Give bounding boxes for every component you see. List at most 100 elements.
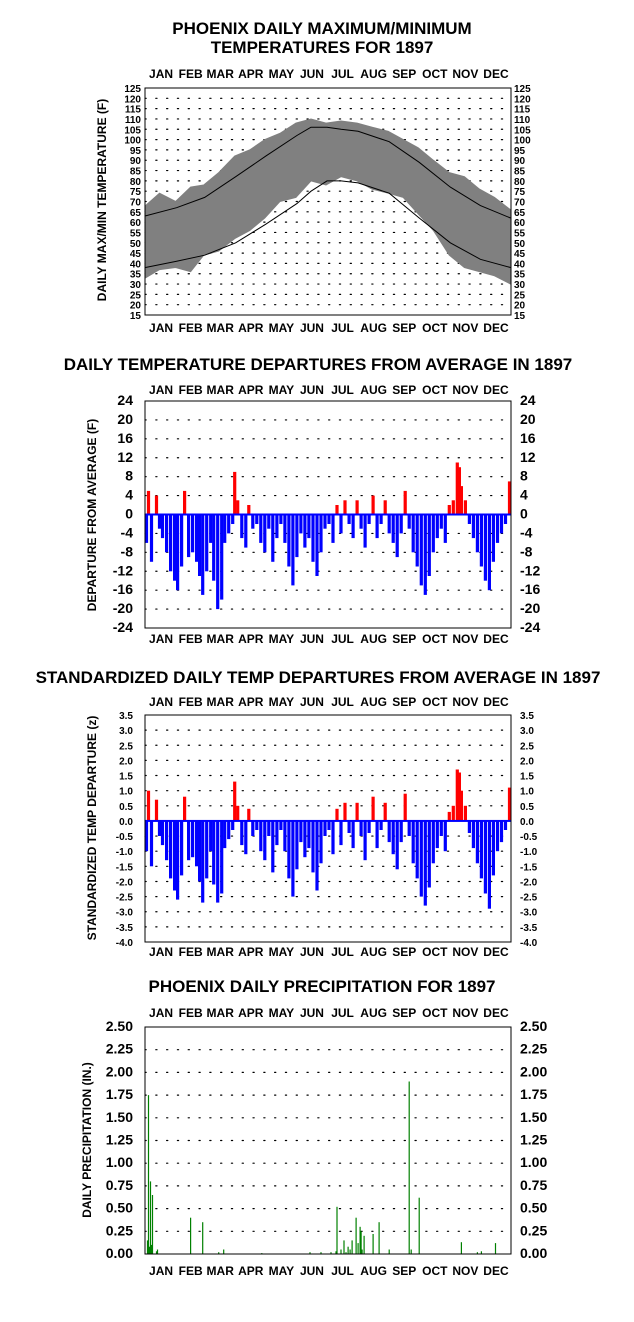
departure-bar bbox=[173, 820, 177, 891]
departure-bar bbox=[216, 820, 220, 903]
departure-bar bbox=[165, 820, 169, 861]
y-tick-label-left: 2.0 bbox=[119, 756, 133, 767]
y-tick-label-right: 1.0 bbox=[520, 787, 534, 798]
departure-bar bbox=[295, 820, 299, 870]
y-tick-label-left: 20 bbox=[117, 411, 133, 427]
y-tick-label-left: -8 bbox=[121, 543, 134, 559]
y-tick-label-left: 1.25 bbox=[106, 1132, 133, 1148]
maxmin-title-line2: TEMPERATURES FOR 1897 bbox=[211, 38, 434, 57]
departure-bar bbox=[259, 820, 263, 852]
y-tick-label-left: 2.00 bbox=[106, 1063, 133, 1079]
departure-bar bbox=[495, 514, 500, 543]
departure-bar bbox=[443, 820, 447, 852]
departure-bar bbox=[205, 820, 209, 879]
departure-bar bbox=[403, 490, 407, 515]
month-label-bottom: MAY bbox=[269, 321, 295, 335]
departure-bar bbox=[359, 514, 363, 529]
month-label-bottom: FEB bbox=[179, 321, 203, 335]
month-label-bottom: NOV bbox=[452, 321, 478, 335]
departure-bar bbox=[483, 820, 487, 894]
departure-bar bbox=[209, 514, 213, 543]
departure-bar bbox=[403, 793, 407, 821]
month-label-bottom: JUN bbox=[300, 632, 324, 646]
departure-bar bbox=[327, 514, 331, 524]
departure-bar bbox=[455, 769, 459, 821]
y-tick-label-right: -2.5 bbox=[520, 893, 538, 904]
month-label-top: JUL bbox=[331, 695, 354, 709]
y-tick-label-left: 0.00 bbox=[106, 1245, 133, 1261]
departure-bar bbox=[236, 500, 240, 515]
month-label-top: OCT bbox=[422, 383, 448, 397]
y-tick-label-right: -3.5 bbox=[520, 923, 538, 934]
departure-bar bbox=[295, 514, 299, 558]
normal-min-line bbox=[145, 180, 511, 268]
month-label-bottom: FEB bbox=[179, 632, 203, 646]
departure-bar bbox=[299, 820, 303, 843]
departure-bar bbox=[447, 505, 451, 515]
departure-bar bbox=[499, 514, 504, 534]
month-label-bottom: JUN bbox=[300, 945, 324, 959]
y-tick-label-left: 55 bbox=[130, 228, 142, 239]
month-label-top: SEP bbox=[392, 67, 416, 81]
y-tick-label-right: 65 bbox=[514, 208, 526, 219]
departure-bar bbox=[355, 802, 359, 821]
month-label-bottom: NOV bbox=[452, 945, 478, 959]
month-label-top: NOV bbox=[452, 383, 478, 397]
y-tick-label-right: 2.25 bbox=[520, 1041, 547, 1057]
y-tick-label-right: 1.00 bbox=[520, 1154, 547, 1170]
departure-bar bbox=[303, 820, 307, 858]
y-tick-label-left: 80 bbox=[130, 177, 142, 188]
normal-max-line bbox=[145, 126, 511, 219]
y-tick-label-left: 125 bbox=[124, 84, 141, 95]
departure-bar bbox=[244, 820, 248, 855]
departure-bar bbox=[205, 514, 209, 572]
precipitation-y-axis-label: DAILY PRECIPITATION (IN.) bbox=[80, 1062, 94, 1218]
departure-bar bbox=[275, 514, 279, 539]
month-label-bottom: AUG bbox=[360, 632, 387, 646]
y-tick-label-right: 125 bbox=[514, 84, 531, 95]
departure-bar bbox=[169, 820, 173, 879]
y-tick-label-right: 100 bbox=[514, 136, 531, 147]
departure-bar bbox=[220, 514, 224, 600]
departure-bar bbox=[223, 514, 227, 543]
month-label-top: NOV bbox=[452, 67, 478, 81]
month-label-bottom: MAR bbox=[207, 1264, 235, 1278]
month-label-top: MAR bbox=[207, 1006, 235, 1020]
departure-bar bbox=[201, 514, 205, 595]
departure-bar bbox=[311, 514, 315, 562]
y-tick-label-right: 70 bbox=[514, 198, 526, 209]
month-label-bottom: APR bbox=[238, 945, 264, 959]
departure-bar bbox=[457, 467, 461, 515]
y-tick-label-left: 0.25 bbox=[106, 1222, 133, 1238]
y-tick-label-left: -3.5 bbox=[116, 923, 134, 934]
departure-bar bbox=[487, 514, 491, 591]
departure-bar bbox=[459, 790, 463, 821]
departure-bar bbox=[279, 514, 283, 524]
month-label-top: NOV bbox=[452, 1006, 478, 1020]
y-tick-label-left: -1.0 bbox=[116, 847, 134, 858]
maxmin-title: PHOENIX DAILY MAXIMUM/MINIMUM bbox=[172, 19, 471, 38]
departure-bar bbox=[231, 514, 235, 524]
plot-frame bbox=[144, 87, 512, 316]
y-tick-label-right: 40 bbox=[514, 259, 526, 270]
departure-bar bbox=[371, 495, 375, 515]
departure-bar bbox=[375, 820, 379, 849]
departure-bar bbox=[191, 514, 195, 553]
y-tick-label-left: 12 bbox=[117, 449, 133, 465]
departure-bar bbox=[216, 514, 220, 610]
month-label-top: JAN bbox=[149, 67, 173, 81]
month-label-top: OCT bbox=[422, 695, 448, 709]
departure-bar bbox=[467, 514, 471, 524]
y-tick-label-right: 45 bbox=[514, 249, 526, 260]
departure-bar bbox=[319, 514, 323, 553]
month-label-top: JUN bbox=[300, 1006, 324, 1020]
y-tick-label-right: 30 bbox=[514, 280, 526, 291]
departure-bar bbox=[391, 820, 395, 855]
departure-bar bbox=[212, 514, 216, 581]
y-tick-label-left: 85 bbox=[130, 167, 142, 178]
month-label-top: JUN bbox=[300, 695, 324, 709]
zero-line bbox=[145, 513, 511, 516]
departure-bar bbox=[467, 820, 471, 833]
departure-bar bbox=[146, 790, 151, 821]
